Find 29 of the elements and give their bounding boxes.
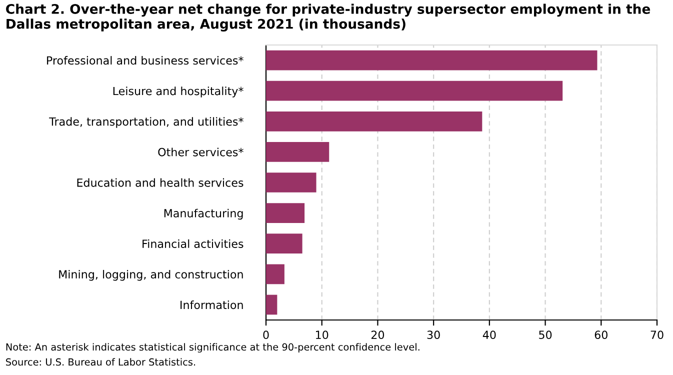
bar xyxy=(266,80,563,101)
text: Note: An asterisk indicates statistical significance at the 90-percent confidence level. xyxy=(6,343,420,353)
y-tick-label: Trade, transportation, and utilities* xyxy=(49,117,244,128)
x-tick-label: 70 xyxy=(650,330,664,340)
x-tick-label: 30 xyxy=(427,330,440,340)
y-tick-label: Other services* xyxy=(158,148,244,156)
bar xyxy=(266,203,305,223)
source-note: Source: U.S. Bureau of Labor Statistics. xyxy=(6,358,196,366)
y-tick-label: Education and health services xyxy=(77,178,244,187)
bar xyxy=(266,111,482,132)
bar xyxy=(266,50,598,70)
y-tick-label: Mining, logging, and construction xyxy=(59,270,243,281)
bar xyxy=(266,234,302,254)
bar xyxy=(266,172,316,192)
y-tick-label: Leisure and hospitality* xyxy=(113,86,244,98)
y-tick-label: Professional and business services* xyxy=(47,56,244,65)
x-tick-label: 50 xyxy=(539,330,552,340)
y-tick-label: Financial activities xyxy=(142,239,244,248)
chart-title: Chart 2. Over-the-year net change for private-industry supersector employment in the Dallas metropolitan area, August 2021 (in thousands) xyxy=(6,4,650,32)
x-tick-label: 10 xyxy=(316,330,328,340)
bar xyxy=(266,294,278,315)
x-tick-label: 20 xyxy=(371,330,384,340)
bar xyxy=(266,264,284,284)
x-tick-label: 0 xyxy=(263,330,269,340)
y-tick-label: Manufacturing xyxy=(164,208,243,220)
bar xyxy=(266,142,330,162)
y-tick-label: Information xyxy=(180,300,243,310)
x-tick-label: 40 xyxy=(482,330,496,340)
x-tick-label: 60 xyxy=(594,330,608,340)
